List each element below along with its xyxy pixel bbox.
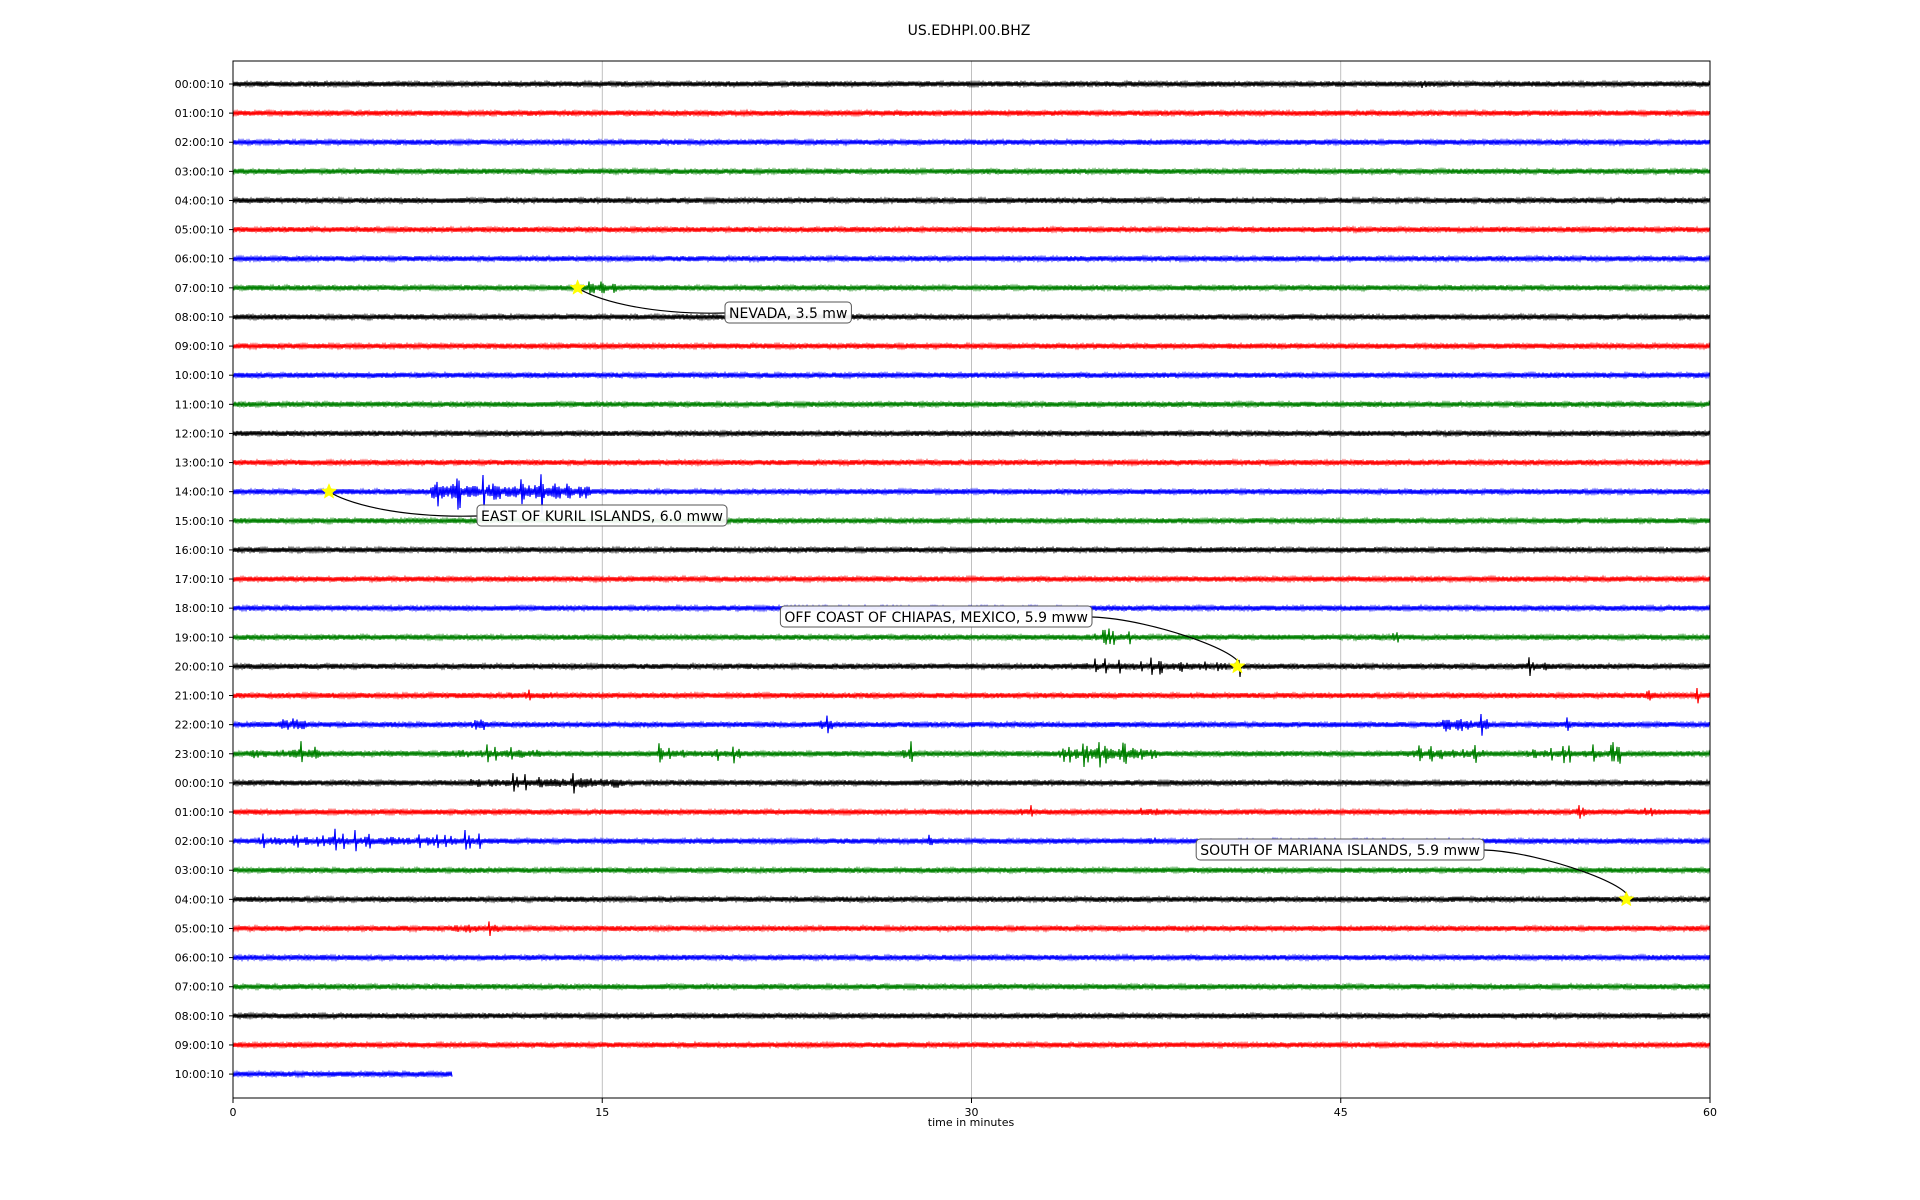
y-tick-label: 14:00:10 — [175, 486, 224, 499]
y-tick-label: 09:00:10 — [175, 340, 224, 353]
trace-row — [232, 108, 1711, 118]
y-tick-label: 00:00:10 — [175, 777, 224, 790]
y-tick-label: 16:00:10 — [175, 544, 224, 557]
trace-row — [232, 894, 1711, 904]
y-tick-label: 08:00:10 — [175, 311, 224, 324]
y-tick-label: 08:00:10 — [175, 1010, 224, 1023]
x-tick-label: 60 — [1703, 1106, 1717, 1119]
event-star-marker — [1618, 890, 1635, 907]
annotation-box — [1195, 838, 1485, 861]
trace-row — [232, 254, 1711, 264]
trace-row — [232, 741, 1711, 768]
trace-row — [232, 713, 1711, 736]
y-tick-label: 00:00:10 — [175, 78, 224, 91]
annotation-connector — [577, 287, 726, 314]
trace-row — [232, 574, 1711, 584]
annotation-connector — [328, 491, 478, 517]
trace-row — [232, 865, 1711, 875]
annotation-text: SOUTH OF MARIANA ISLANDS, 5.9 mww — [1200, 843, 1480, 859]
trace-row — [232, 166, 1711, 176]
trace-row — [232, 773, 1711, 794]
trace-row — [232, 399, 1711, 409]
trace-row — [232, 657, 1711, 677]
x-tick-label: 0 — [230, 1106, 237, 1119]
y-tick-label: 15:00:10 — [175, 515, 224, 528]
trace-row — [232, 341, 1711, 351]
trace-row — [232, 545, 1711, 555]
annotation-text: NEVADA, 3.5 mw — [729, 306, 847, 322]
y-tick-label: 03:00:10 — [175, 165, 224, 178]
annotation-box — [476, 504, 728, 527]
trace-row — [232, 1011, 1711, 1021]
y-tick-label: 20:00:10 — [175, 660, 224, 673]
y-tick-label: 01:00:10 — [175, 806, 224, 819]
x-tick-label: 15 — [595, 1106, 609, 1119]
trace-row — [232, 982, 1711, 992]
plot-frame — [232, 60, 1711, 1099]
trace-row — [232, 458, 1711, 468]
annotation-text: OFF COAST OF CHIAPAS, MEXICO, 5.9 mww — [784, 610, 1088, 626]
event-star-marker — [569, 279, 586, 295]
trace-row — [232, 688, 1711, 704]
trace-row — [232, 1040, 1711, 1050]
y-tick-label: 09:00:10 — [175, 1039, 224, 1052]
trace-row — [232, 281, 1711, 294]
y-tick-label: 12:00:10 — [175, 427, 224, 440]
y-tick-label: 19:00:10 — [175, 631, 224, 644]
trace-row — [232, 805, 1711, 819]
y-tick-label: 03:00:10 — [175, 864, 224, 877]
y-tick-label: 11:00:10 — [175, 398, 224, 411]
x-tick-label: 30 — [965, 1106, 979, 1119]
trace-row — [232, 474, 1711, 514]
annotation-box — [724, 301, 852, 324]
trace-row — [232, 225, 1711, 235]
x-axis-label: time in minutes — [928, 1116, 1015, 1129]
y-tick-label: 05:00:10 — [175, 224, 224, 237]
y-tick-labels: 00:00:10 01:00:10 02:00:10 03:00:10 04:00:10… — [175, 78, 233, 1081]
trace-row — [232, 428, 1711, 439]
y-tick-label: 04:00:10 — [175, 893, 224, 906]
y-tick-label: 23:00:10 — [175, 748, 224, 761]
y-tick-label: 17:00:10 — [175, 573, 224, 586]
trace-row — [232, 1069, 453, 1079]
trace-row — [232, 79, 1711, 89]
y-tick-label: 02:00:10 — [175, 835, 224, 848]
y-tick-label: 07:00:10 — [175, 981, 224, 994]
event-star-marker — [320, 483, 338, 499]
y-tick-label: 05:00:10 — [175, 922, 224, 935]
x-tick-labels: 0 15 30 45 60 — [230, 1098, 1717, 1119]
x-tick-label: 45 — [1334, 1106, 1348, 1119]
y-tick-label: 10:00:10 — [175, 369, 224, 382]
traces — [232, 79, 1711, 1079]
y-tick-label: 06:00:10 — [175, 952, 224, 965]
event-star-marker — [1229, 657, 1246, 674]
y-tick-label: 18:00:10 — [175, 602, 224, 615]
trace-row — [232, 312, 1711, 322]
trace-row — [232, 628, 1711, 645]
y-tick-label: 10:00:10 — [175, 1068, 224, 1081]
trace-row — [232, 195, 1711, 205]
trace-row — [232, 953, 1711, 963]
y-tick-label: 13:00:10 — [175, 457, 224, 470]
trace-row — [232, 137, 1711, 147]
trace-row — [232, 370, 1711, 380]
y-tick-label: 06:00:10 — [175, 253, 224, 266]
event-annotations: NEVADA, 3.5 mw EAST OF KURIL ISLANDS, 6.0… — [320, 279, 1635, 907]
y-tick-label: 22:00:10 — [175, 719, 224, 732]
chart-title: US.EDHPI.00.BHZ — [908, 23, 1031, 39]
y-tick-label: 04:00:10 — [175, 194, 224, 207]
y-tick-label: 02:00:10 — [175, 136, 224, 149]
annotation-text: EAST OF KURIL ISLANDS, 6.0 mww — [481, 509, 723, 525]
annotation-box — [779, 605, 1093, 628]
trace-row — [232, 921, 1711, 936]
y-tick-label: 21:00:10 — [175, 690, 224, 703]
y-tick-label: 07:00:10 — [175, 282, 224, 295]
y-tick-label: 01:00:10 — [175, 107, 224, 120]
